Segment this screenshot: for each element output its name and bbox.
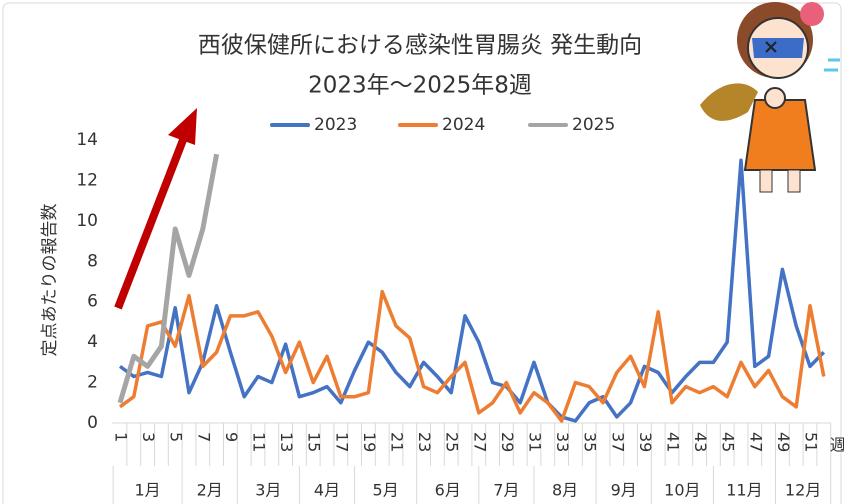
x-tick-label: 27 [470,432,489,452]
month-label: 7月 [493,481,519,500]
chart-title: 西彼保健所における感染性胃腸炎 発生動向 [198,33,642,59]
month-label: 4月 [314,481,340,500]
x-tick-label: 33 [553,432,572,452]
x-tick-label: 39 [636,432,655,452]
chart: 西彼保健所における感染性胃腸炎 発生動向 2023年～2025年8週 定点あたり… [0,0,844,504]
y-axis-label: 定点あたりの報告数 [40,204,60,357]
x-tick-label: 49 [774,432,793,452]
month-label: 1月 [135,481,161,500]
y-tick-label: 10 [76,211,98,231]
y-tick-label: 2 [87,373,98,393]
x-tick-label: 3 [139,432,158,442]
x-tick-label: 15 [305,432,324,452]
month-label: 9月 [611,481,637,500]
x-tick-label: 47 [746,432,765,452]
x-tick-label: 51 [802,432,821,452]
x-tick-label: 31 [526,432,545,452]
y-tick-label: 14 [76,130,98,150]
month-label: 10月 [664,481,700,500]
legend-label: 2024 [442,115,485,135]
x-tick-label: 11 [250,432,269,452]
month-label: 12月 [785,481,821,500]
y-tick-label: 4 [87,332,98,352]
x-tick-label: 35 [581,432,600,452]
x-tick-label: 41 [664,432,683,452]
x-tick-label: 45 [719,432,738,452]
y-tick-label: 12 [76,170,98,190]
month-label: 2月 [197,481,223,500]
y-tick-label: 0 [87,413,98,433]
y-tick-label: 8 [87,251,98,271]
chart-subtitle: 2023年～2025年8週 [308,73,532,99]
month-label: 11月 [726,481,762,500]
x-tick-label: 7 [194,432,213,442]
x-tick-label: 9 [222,432,241,442]
page: {"chart_data": {"type": "line", "title":… [0,0,844,504]
x-tick-label: 29 [498,432,517,452]
legend-label: 2023 [314,115,357,135]
x-tick-label: 1 [112,432,131,442]
month-label: 5月 [373,481,399,500]
x-axis-label: 週 [830,436,844,455]
month-label: 6月 [435,481,461,500]
legend-label: 2025 [572,115,615,135]
x-tick-label: 13 [277,432,296,452]
x-tick-label: 37 [608,432,627,452]
x-tick-label: 43 [691,432,710,452]
month-label: 3月 [255,481,281,500]
month-label: 8月 [552,481,578,500]
x-tick-label: 19 [360,432,379,452]
x-tick-label: 21 [388,432,407,452]
x-tick-label: 25 [443,432,462,452]
x-tick-label: 5 [167,432,186,442]
y-tick-label: 6 [87,292,98,312]
x-tick-label: 17 [332,432,351,452]
x-tick-label: 23 [415,432,434,452]
